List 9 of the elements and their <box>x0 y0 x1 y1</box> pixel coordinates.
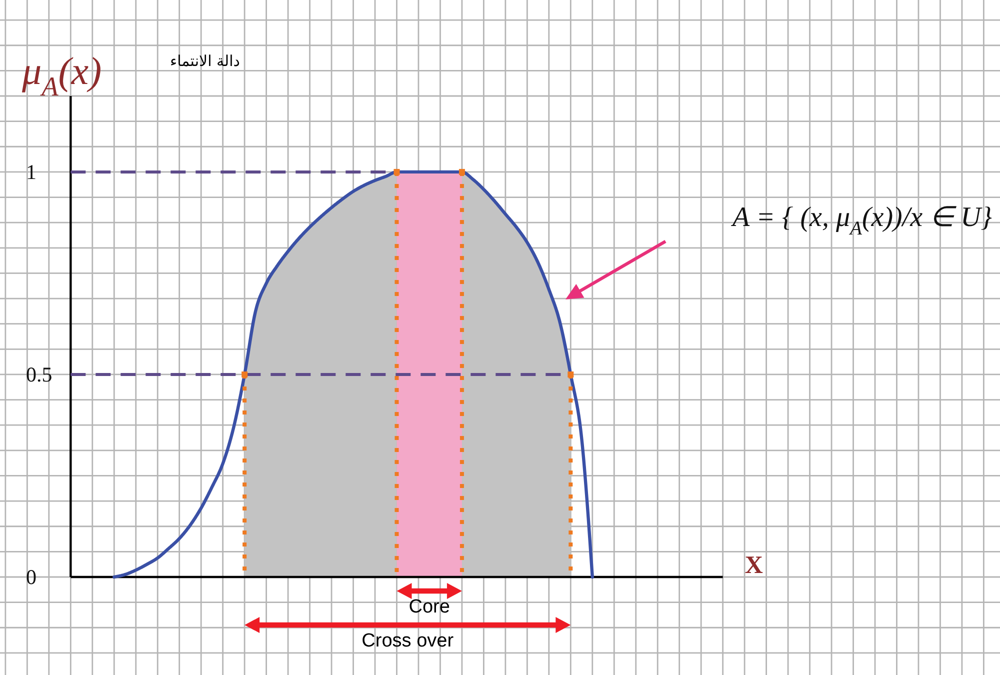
y-tick-label: 0 <box>26 565 36 589</box>
y-tick-label: 0.5 <box>26 362 52 386</box>
annotation: دالة الانتماء <box>170 52 240 70</box>
text: Cross over <box>362 630 454 652</box>
y-tick-label: 1 <box>26 160 36 184</box>
annotation: A = { (x, μ$_{A}$(x))/x ∈ U} <box>732 202 992 240</box>
annotation: X <box>744 552 763 579</box>
series-label: Core <box>408 596 450 618</box>
y-axis-title: μ$_{A}$(x) <box>21 50 102 102</box>
